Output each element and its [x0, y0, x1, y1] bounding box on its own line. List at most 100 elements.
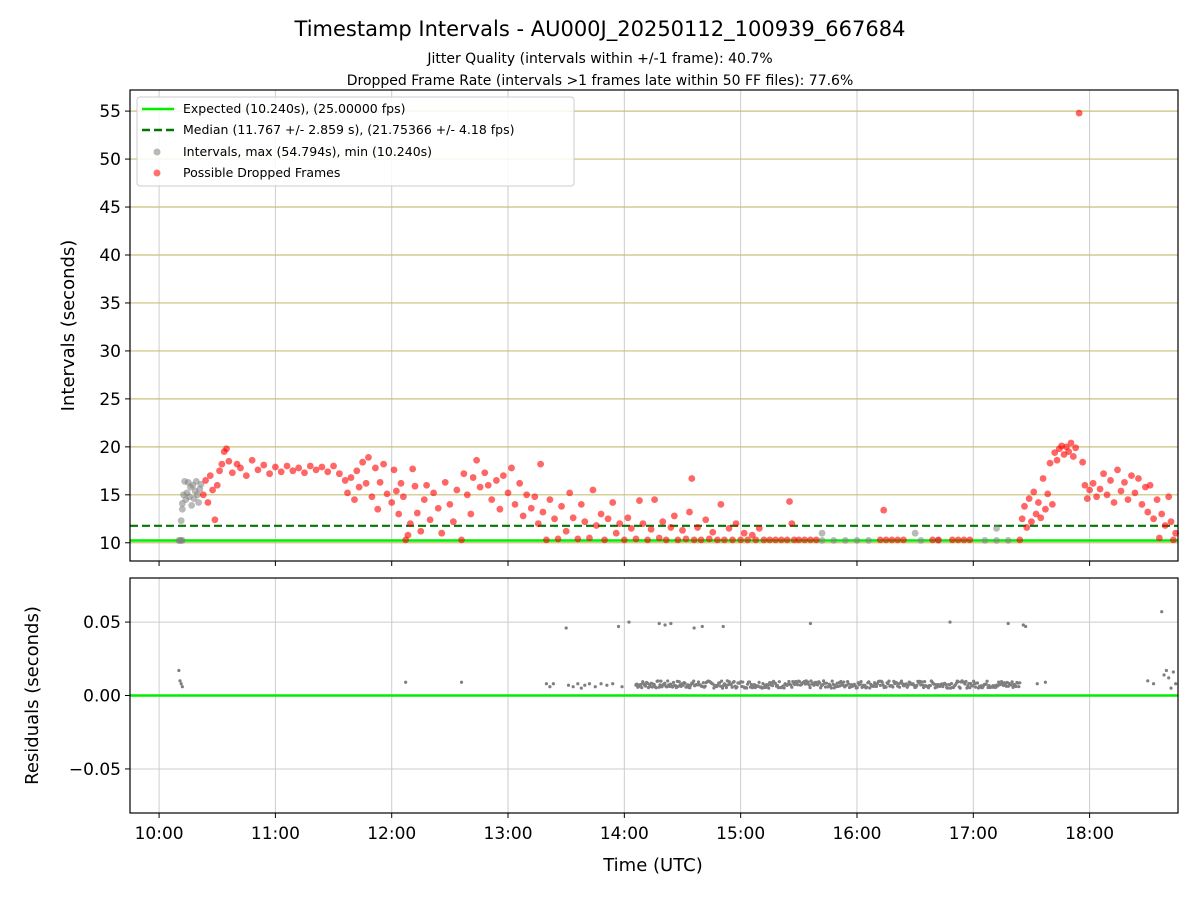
residual-point [656, 679, 660, 683]
dropped-frame-point [1144, 508, 1152, 516]
residual-point [639, 682, 643, 687]
dropped-frame-point [420, 496, 428, 504]
dropped-frame-point [601, 536, 608, 544]
residual-point [829, 686, 833, 690]
dropped-frame-point [717, 501, 725, 508]
dropped-frame-point [1117, 487, 1125, 495]
dropped-frame-point [511, 501, 519, 508]
dropped-frame-point [1067, 439, 1075, 447]
dropped-frame-point [351, 496, 358, 504]
residual-point [787, 679, 791, 684]
dropped-frame-point [388, 499, 396, 506]
residual-point [747, 680, 752, 684]
dropped-frame-point [647, 525, 655, 533]
residual-point [1017, 685, 1021, 689]
dropped-frame-point [880, 506, 888, 514]
interval-point [917, 536, 925, 544]
residual-point [818, 681, 822, 685]
residual-point [920, 680, 924, 684]
dropped-frame-point [1021, 502, 1028, 510]
intervals-y-tick-label: 50 [99, 150, 121, 170]
residual-point [640, 685, 644, 690]
interval-point [1004, 536, 1012, 544]
residual-point [944, 682, 948, 687]
dropped-frame-point [688, 475, 696, 482]
dropped-frame-point [1169, 536, 1177, 544]
residual-point [179, 682, 183, 686]
dropped-frame-point [372, 464, 379, 472]
dropped-frame-point [1138, 501, 1146, 508]
residual-point [968, 686, 972, 690]
residual-point [1011, 685, 1015, 689]
residual-point [177, 668, 181, 673]
dropped-frame-point [1165, 493, 1173, 501]
intervals-y-tick-label: 35 [99, 294, 121, 314]
dropped-frame-point [713, 536, 721, 544]
dropped-frame-point [1153, 496, 1161, 504]
residual-point [735, 685, 739, 689]
residual-point [696, 680, 701, 684]
dropped-frame-point [1039, 475, 1047, 482]
dropped-frame-point [1044, 490, 1052, 498]
dropped-frame-point [516, 479, 524, 487]
residual-point [773, 681, 778, 686]
residual-point [650, 685, 654, 689]
dropped-frame-point [1081, 481, 1089, 489]
dropped-frame-point [1018, 515, 1026, 523]
residual-point [806, 680, 810, 684]
residual-point [745, 686, 749, 690]
dropped-frame-point [324, 468, 332, 476]
residual-point [928, 684, 932, 688]
dropped-frame-point [355, 483, 363, 491]
dropped-frame-point [406, 520, 414, 527]
dropped-frame-point [667, 524, 675, 531]
dropped-frame-point [612, 529, 620, 537]
residual-point [1006, 621, 1010, 626]
dropped-frame-point [488, 496, 496, 504]
residual-point [891, 685, 895, 689]
legend-intervals-label: Intervals, max (54.794s), min (10.240s) [183, 144, 432, 159]
legend-expected-label: Expected (10.240s), (25.00000 fps) [183, 101, 405, 116]
dropped-frame-point [609, 499, 617, 506]
residual-point [797, 680, 802, 684]
residual-point [723, 683, 728, 687]
residual-point [1171, 670, 1175, 674]
residual-point [816, 683, 820, 687]
interval-point [830, 536, 838, 544]
dropped-frame-point [900, 536, 907, 544]
dropped-frame-point [368, 493, 376, 501]
dropped-frame-point [1072, 444, 1080, 452]
residual-point [701, 681, 705, 685]
dropped-frame-point [206, 472, 214, 480]
dropped-frame-point [519, 512, 527, 520]
dropped-frame-point [702, 516, 710, 524]
dropped-frame-point [1135, 475, 1142, 482]
dropped-frame-point [558, 502, 565, 510]
dropped-frame-point [752, 536, 760, 544]
residual-point [700, 624, 704, 629]
residual-point [865, 685, 869, 689]
residual-point [566, 683, 571, 687]
dropped-frame-point [306, 462, 314, 470]
chart-subtitle-line-1: Jitter Quality (intervals within +/-1 fr… [426, 51, 772, 67]
residual-point [459, 680, 464, 684]
dropped-frame-point [499, 472, 507, 480]
dropped-frame-point [790, 536, 798, 544]
residual-point [1014, 684, 1018, 689]
dropped-frame-point [574, 535, 582, 543]
dropped-frame-point [807, 536, 814, 544]
dropped-frame-point [374, 505, 382, 513]
dropped-frame-point [562, 527, 570, 535]
dropped-frame-point [441, 478, 449, 486]
dropped-frame-point [426, 516, 434, 524]
dropped-frame-point [260, 461, 268, 469]
dropped-frame-point [537, 460, 544, 468]
dropped-frame-point [216, 467, 223, 475]
intervals-panel: 10 15 20 25 30 35 40 45 50 55 Intervals (seconds) [58, 89, 1180, 566]
dropped-frame-point [1023, 524, 1031, 531]
interval-point [818, 529, 826, 537]
residual-point [599, 682, 603, 686]
residual-point [1018, 681, 1022, 685]
residuals-y-tick-label: −0.05 [69, 760, 121, 780]
